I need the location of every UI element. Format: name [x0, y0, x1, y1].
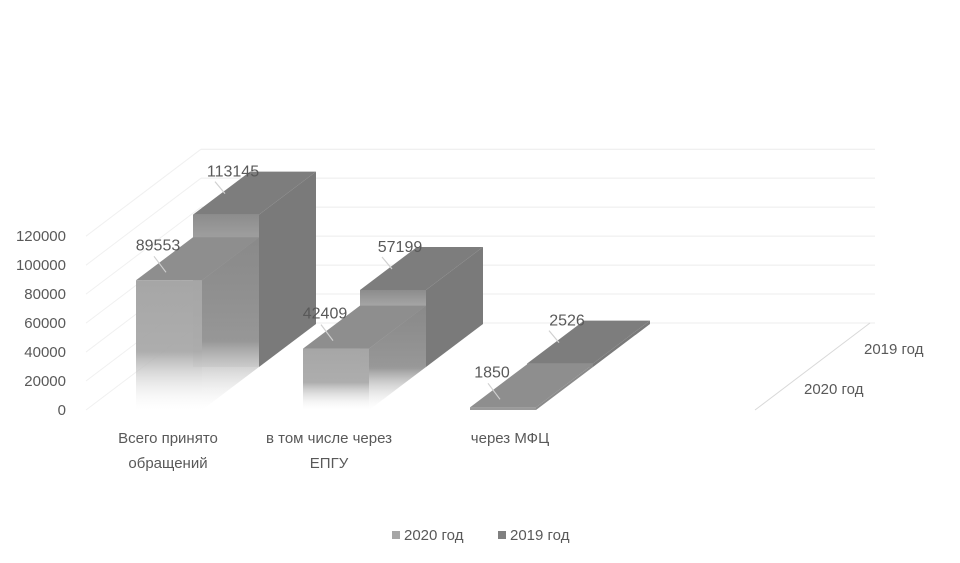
legend: 2020 год 2019 год: [392, 527, 570, 544]
bar-2020-1-side: [369, 305, 426, 410]
gridline-diagonal: [85, 148, 202, 237]
bar-2019-2: [527, 320, 650, 367]
depth-label-2019: 2019 год: [864, 341, 924, 358]
floor-edge: [754, 322, 871, 411]
bar-2019-1-top: [360, 246, 483, 290]
category-label: в том числе через: [266, 430, 392, 447]
y-tick-label: 100000: [16, 257, 66, 274]
leader-line: [153, 255, 167, 273]
legend-label: 2020 год: [404, 527, 464, 544]
leader-line: [381, 256, 393, 270]
bar-2020-0-front: [136, 280, 202, 410]
legend-swatch: [392, 531, 400, 539]
bar-2020-2-side: [536, 364, 593, 410]
data-label-2020: 89553: [136, 237, 181, 254]
bar-2020-0: [136, 237, 259, 410]
legend-label: 2019 год: [510, 527, 570, 544]
legend-item-2019: 2019 год: [498, 527, 570, 544]
y-tick-label: 120000: [16, 228, 66, 245]
data-labels: 113145 89553 57199 42409 2526 1850: [136, 164, 585, 400]
bar-2020-2-front: [470, 407, 536, 410]
bar-2020-2: [470, 364, 593, 410]
gridline-diagonal: [85, 206, 202, 295]
legend-swatch: [498, 531, 506, 539]
depth-label-2020: 2020 год: [804, 381, 864, 398]
bar-2019-0-top: [193, 171, 316, 215]
y-tick-label: 80000: [24, 286, 66, 303]
data-label-2019: 113145: [207, 164, 259, 181]
y-tick-label: 40000: [24, 344, 66, 361]
y-tick-label: 20000: [24, 373, 66, 390]
bar-2020-1: [303, 305, 426, 410]
leader-line: [214, 181, 226, 194]
y-tick-label: 60000: [24, 315, 66, 332]
category-label: ЕПГУ: [310, 455, 349, 472]
y-axis: 0 20000 40000 60000 80000 100000 120000: [16, 228, 66, 419]
x-axis-categories: Всего принято обращений в том числе через Е…: [118, 430, 549, 472]
gridline-diagonal: [85, 177, 202, 266]
bars: [136, 171, 650, 410]
bar-2019-0-side: [259, 171, 316, 367]
bar-2019-2-side: [593, 320, 650, 367]
category-label: через МФЦ: [471, 430, 549, 447]
legend-item-2020: 2020 год: [392, 527, 464, 544]
leader-line: [487, 382, 501, 400]
data-label-2019: 57199: [378, 239, 423, 256]
depth-axis: 2019 год 2020 год: [804, 341, 924, 398]
data-label-2020: 1850: [474, 364, 510, 381]
data-label-2020: 42409: [303, 306, 348, 323]
bar-2020-1-front: [303, 348, 369, 410]
bar-2019-1-side: [426, 246, 483, 367]
y-tick-label: 0: [58, 402, 66, 419]
bar-2020-0-side: [202, 237, 259, 410]
bar-2020-1-top: [303, 305, 426, 349]
bar-2020-0-top: [136, 237, 259, 281]
data-label-2019: 2526: [549, 313, 585, 330]
category-label: Всего принято: [118, 430, 218, 447]
leader-line: [548, 330, 560, 343]
leader-line: [320, 324, 334, 341]
category-label: обращений: [128, 455, 207, 472]
bar-2020-2-top: [470, 364, 593, 408]
bar-2019-2-top: [527, 320, 650, 364]
